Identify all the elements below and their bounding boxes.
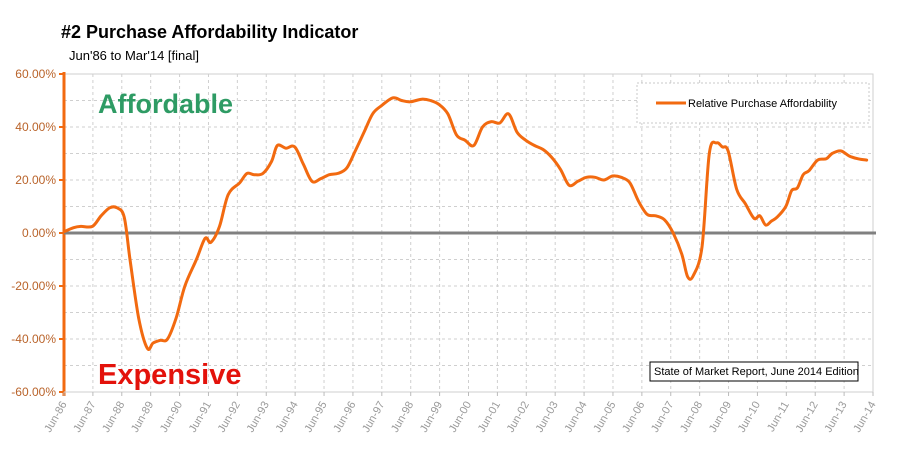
x-tick-label: Jun-87 xyxy=(71,400,98,435)
series-layer xyxy=(62,96,876,351)
x-tick-label: Jun-06 xyxy=(620,400,647,435)
x-tick-label: Jun-96 xyxy=(331,400,358,435)
x-tick-label: Jun-07 xyxy=(649,400,676,435)
source-note-box xyxy=(649,361,859,382)
x-tick-label: Jun-95 xyxy=(302,400,329,435)
chart-title: #2 Purchase Affordability Indicator xyxy=(61,22,358,42)
x-tick-label: Jun-88 xyxy=(100,400,127,435)
x-tick-label: Jun-99 xyxy=(418,400,445,435)
x-tick-label: Jun-00 xyxy=(447,400,474,435)
x-tick-label: Jun-92 xyxy=(216,400,243,435)
legend: Relative Purchase Affordability xyxy=(636,82,870,124)
grid xyxy=(63,73,874,393)
x-tick-label: Jun-11 xyxy=(765,400,792,434)
x-tick-label: Jun-91 xyxy=(187,400,214,435)
x-tick-label: Jun-93 xyxy=(245,400,272,435)
x-tick-label: Jun-10 xyxy=(736,400,763,435)
x-tick-label: Jun-89 xyxy=(129,400,156,435)
affordable-label: Affordable xyxy=(98,89,233,119)
x-tick-label: Jun-09 xyxy=(707,400,734,435)
series-line-relative-purchase-affordability xyxy=(62,96,869,351)
y-tick-label: -20.00% xyxy=(11,279,56,293)
x-tick-label: Jun-97 xyxy=(360,400,387,435)
x-tick-label: Jun-86 xyxy=(42,400,69,435)
source-note-text: State of Market Report, June 2014 Editio… xyxy=(654,366,859,378)
x-tick-label: Jun-14 xyxy=(851,400,878,435)
y-tick-label: -60.00% xyxy=(11,385,56,399)
x-tick-label: Jun-13 xyxy=(822,400,849,435)
x-tick-label: Jun-94 xyxy=(274,400,301,435)
x-tick-label: Jun-05 xyxy=(591,400,618,435)
expensive-label: Expensive xyxy=(98,359,241,391)
y-tick-label: 40.00% xyxy=(15,120,56,134)
x-tick-label: Jun-04 xyxy=(562,400,589,435)
y-tick-label: 60.00% xyxy=(15,67,56,81)
x-axis-ticks: Jun-86 Jun-87 Jun-88 Jun-89 Jun-90 Jun-91 Jun-… xyxy=(42,399,878,434)
y-tick-label: 0.00% xyxy=(22,226,56,240)
x-tick-label: Jun-01 xyxy=(476,399,503,434)
source-note: State of Market Report, June 2014 Editio… xyxy=(649,361,859,382)
x-tick-label: Jun-12 xyxy=(794,400,821,435)
y-tick-label: -40.00% xyxy=(11,332,56,346)
x-tick-label: Jun-02 xyxy=(505,400,532,435)
legend-label: Relative Purchase Affordability xyxy=(688,98,837,110)
x-tick-label: Jun-98 xyxy=(389,400,416,435)
y-tick-label: 20.00% xyxy=(15,173,56,187)
y-axis-ticks: 60.00% 40.00% 20.00% 0.00% -20.00% -40.00% -60… xyxy=(11,67,56,399)
x-tick-label: Jun-08 xyxy=(678,400,705,435)
chart-subtitle: Jun'86 to Mar'14 [final] xyxy=(69,48,199,63)
x-tick-label: Jun-03 xyxy=(534,400,561,435)
x-tick-label: Jun-90 xyxy=(158,400,185,435)
